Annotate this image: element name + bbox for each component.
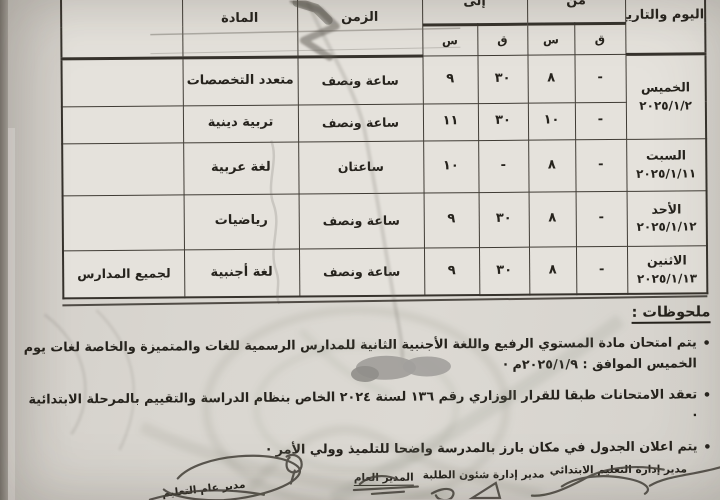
note-bullet: تعقد الامتحانات طبقا للقرار الوزاري رقم … [19, 384, 697, 432]
subject-cell: متعدد التخصصات [182, 56, 298, 106]
from-hours-cell: ٨ [528, 191, 576, 247]
header-notes [60, 0, 183, 59]
day-date: ٢٠٢٥/١/١١ [636, 166, 697, 181]
page-edge-shadow [0, 0, 8, 500]
from-minutes-cell: - [575, 190, 627, 247]
page-edge-highlight [8, 128, 15, 500]
duration-cell: ساعة ونصف [298, 247, 425, 297]
from-hours-cell: ٨ [528, 139, 576, 192]
notes-cell [62, 194, 184, 251]
header-day: اليوم والتاريخ [624, 0, 706, 54]
to-minutes-cell: ٣٠ [478, 191, 529, 248]
duration-cell: ساعتان [298, 140, 424, 194]
duration-cell: ساعة ونصف [298, 192, 424, 249]
signature-title-education-general-director: مدير عام التعليم [161, 478, 247, 500]
to-hours-cell: ٩ [423, 192, 479, 248]
from-hours-cell: ٨ [528, 246, 577, 295]
signature-title-primary-education-director: مدير إدارة التعليم الابتدائي [549, 463, 688, 477]
to-minutes-cell: - [478, 139, 529, 193]
to-hours-cell: ٩ [423, 247, 480, 296]
notes-cell: لجميع المدارس [62, 249, 185, 299]
to-hours-cell: ١١ [422, 103, 479, 141]
notes-section: ملحوظات : يتم امتحان مادة المستوي الرفيع… [14, 301, 713, 463]
table-row: السبت ٢٠٢٥/١/١١ - ٨ - ١٠ ساعتان لغة عربي… [62, 138, 707, 196]
table-row: الأحد ٢٠٢٥/١/١٢ - ٨ ٣٠ ٩ ساعة ونصف رياضي… [62, 190, 707, 251]
to-minutes-cell: ٣٠ [477, 54, 528, 104]
notes-cell [62, 142, 184, 196]
table-row: الخميس ٢٠٢٥/١/٢ - ٨ ٣٠ ٩ ساعة ونصف متعدد… [61, 53, 707, 139]
subject-cell: رياضيات [183, 193, 299, 250]
subheader-to-hours: س [422, 24, 478, 56]
subheader-from-minutes: ق [574, 22, 626, 55]
to-minutes-cell: ٣٠ [478, 246, 530, 296]
table-row: الاثنين ٢٠٢٥/١/١٣ - ٨ ٣٠ ٩ ساعة ونصف لغة… [62, 245, 708, 299]
from-hours-cell: ٨ [527, 54, 575, 103]
day-cell: الأحد ٢٠٢٥/١/١٢ [626, 190, 707, 246]
subheader-to-minutes: ق [477, 23, 528, 56]
day-cell: الخميس ٢٠٢٥/١/٢ [625, 53, 707, 139]
note-bullet: يتم امتحان مادة المستوي الرفيع واللغة ال… [19, 332, 697, 380]
subject-cell: لغة عربية [183, 141, 299, 195]
notes-cell [61, 57, 183, 107]
duration-cell: ساعة ونصف [297, 55, 423, 105]
header-from: من [526, 0, 626, 24]
day-cell: الاثنين ٢٠٢٥/١/١٣ [626, 245, 708, 294]
to-minutes-cell: ٣٠ [477, 102, 529, 141]
header-subject: المادة [181, 0, 298, 58]
from-minutes-cell: - [575, 138, 627, 192]
to-hours-cell: ١٠ [423, 140, 479, 193]
notes-title: ملحوظات : [631, 304, 711, 324]
from-hours-cell: ١٠ [527, 102, 576, 140]
day-cell: السبت ٢٠٢٥/١/١١ [626, 138, 707, 191]
day-date: ٢٠٢٥/١/٢ [639, 98, 693, 113]
day-date: ٢٠٢٥/١/١٣ [636, 270, 698, 286]
signature-title-student-affairs-director: مدير إدارة شئون الطلبة [422, 468, 545, 482]
note-bullet: يتم اعلان الجدول في مكان بارز بالمدرسة و… [19, 436, 697, 463]
duration-cell: ساعة ونصف [297, 103, 424, 142]
from-minutes-cell: - [574, 101, 627, 140]
subheader-from-hours: س [527, 23, 575, 55]
subject-cell: تربية دينية [182, 104, 299, 143]
notes-list: يتم امتحان مادة المستوي الرفيع واللغة ال… [15, 332, 714, 463]
from-minutes-cell: - [575, 245, 628, 295]
day-name: السبت [645, 147, 687, 163]
from-minutes-cell: - [574, 53, 626, 103]
exam-table: اليوم والتاريخ من إلى الزمن المادة ق س ق… [59, 0, 709, 300]
day-name: الاثنين [646, 252, 687, 268]
day-date: ٢٠٢٥/١/١٢ [636, 219, 697, 235]
to-hours-cell: ٩ [422, 55, 478, 104]
day-name: الأحد [651, 201, 682, 217]
header-to: إلى [421, 0, 528, 25]
day-name: الخميس [640, 79, 691, 95]
header-duration: الزمن [296, 0, 423, 57]
notes-cell [61, 105, 184, 144]
table-row: - ١٠ ٣٠ ١١ ساعة ونصف تربية دينية [61, 101, 706, 144]
exam-timetable: اليوم والتاريخ من إلى الزمن المادة ق س ق… [59, 0, 709, 300]
subject-cell: لغة أجنبية [183, 248, 300, 298]
signature-title-general-director: المدير العام [353, 471, 414, 487]
